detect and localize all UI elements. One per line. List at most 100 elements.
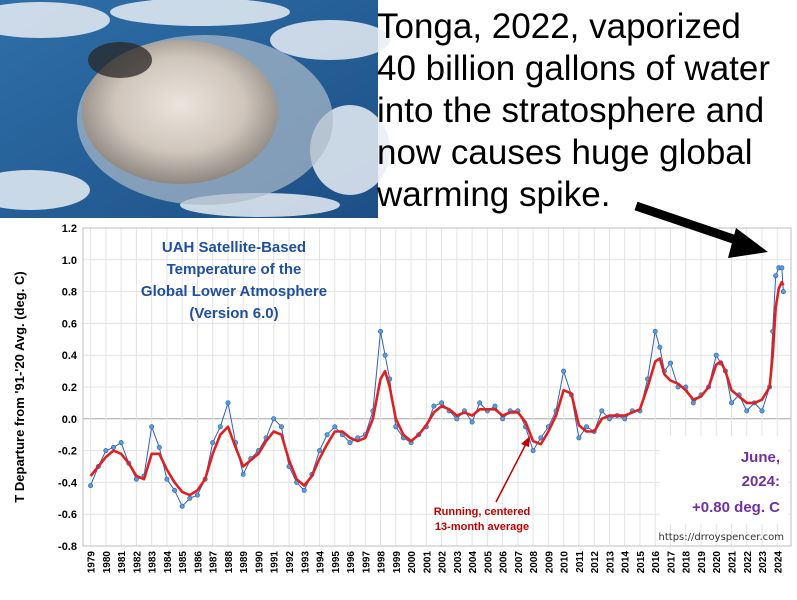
- monthly-point: [210, 440, 216, 446]
- x-tick-label: 1983: [148, 551, 159, 574]
- eruption-photo: [0, 0, 390, 218]
- x-tick-label: 1985: [178, 551, 189, 574]
- monthly-point: [156, 444, 162, 450]
- monthly-point: [779, 265, 785, 271]
- x-tick-label: 1988: [224, 551, 235, 574]
- monthly-point: [667, 360, 673, 366]
- x-tick-label: 1997: [361, 551, 372, 574]
- chart-title: UAH Satellite-Based Temperature of the G…: [141, 239, 327, 322]
- x-tick-label: 1991: [270, 551, 281, 574]
- y-tick-label: 0.6: [62, 318, 77, 330]
- spike-arrow: [634, 201, 768, 258]
- latest-note-line-3: +0.80 deg. C: [692, 499, 780, 516]
- y-axis-label: T Departure from '91-'20 Avg. (deg. C): [12, 271, 27, 502]
- x-tick-label: 1979: [87, 551, 98, 574]
- x-tick-label: 1999: [392, 551, 403, 574]
- source-credit: https://drroyspencer.com: [659, 532, 784, 543]
- chart-title-line-3: Global Lower Atmosphere: [141, 283, 327, 300]
- latest-note: June, 2024: +0.80 deg. C: [692, 449, 780, 516]
- x-tick-label: 1986: [193, 551, 204, 574]
- annotation-arrow: [495, 439, 529, 503]
- monthly-point: [530, 448, 536, 454]
- x-tick-label: 2008: [529, 551, 540, 574]
- x-tick-label: 1987: [209, 551, 220, 574]
- y-tick-label: 0.2: [62, 382, 77, 394]
- x-tick-label: 2003: [453, 551, 464, 574]
- monthly-point: [759, 408, 765, 414]
- y-tick-labels: -0.8 -0.6 -0.4 -0.2 0.0 0.2 0.4 0.6 0.8 1.0 1.2: [58, 223, 78, 553]
- monthly-point: [324, 432, 330, 438]
- latest-note-line-2: 2024:: [742, 473, 780, 490]
- monthly-point: [172, 487, 178, 493]
- monthly-point: [217, 424, 223, 430]
- monthly-point: [278, 424, 284, 430]
- x-tick-label: 2024: [773, 551, 784, 574]
- monthly-point: [492, 403, 498, 409]
- x-tick-label: 2000: [407, 551, 418, 574]
- x-tick-label: 2002: [438, 551, 449, 574]
- y-tick-label: -0.6: [58, 509, 77, 521]
- monthly-point: [377, 328, 383, 334]
- annotation-arrow-head: [521, 436, 530, 447]
- monthly-point: [149, 424, 155, 430]
- x-tick-label: 2018: [682, 551, 693, 574]
- x-tick-label: 1989: [239, 551, 250, 574]
- monthly-point: [773, 273, 779, 279]
- x-tick-label: 2005: [483, 551, 494, 574]
- monthly-point: [713, 352, 719, 358]
- monthly-point: [657, 344, 663, 350]
- monthly-point: [431, 403, 437, 409]
- x-tick-label: 1984: [163, 551, 174, 574]
- x-tick-label: 2022: [743, 551, 754, 574]
- monthly-point: [599, 408, 605, 414]
- x-tick-label: 1992: [285, 551, 296, 574]
- y-tick-label: -0.8: [58, 541, 77, 553]
- monthly-point: [118, 440, 124, 446]
- x-tick-label: 2014: [621, 551, 632, 574]
- monthly-point: [347, 440, 353, 446]
- monthly-point: [271, 416, 277, 422]
- chart: -0.8 -0.6 -0.4 -0.2 0.0 0.2 0.4 0.6 0.8 1.0 1.2 19…: [12, 223, 792, 574]
- x-tick-label: 1982: [132, 551, 143, 574]
- y-tick-label: -0.4: [58, 477, 78, 489]
- monthly-point: [382, 352, 388, 358]
- x-tick-label: 2023: [758, 551, 769, 574]
- average-annotation-line-1: Running, centered: [434, 506, 531, 518]
- x-tick-label: 2012: [590, 551, 601, 574]
- monthly-point: [164, 476, 170, 482]
- monthly-point: [454, 416, 460, 422]
- x-tick-label: 2001: [422, 551, 433, 574]
- monthly-point: [88, 483, 94, 489]
- y-tick-label: 0.8: [62, 287, 77, 299]
- x-tick-label: 2020: [712, 551, 723, 574]
- monthly-point: [780, 289, 786, 295]
- monthly-line: [90, 267, 784, 508]
- monthly-point: [576, 435, 582, 441]
- average-annotation: Running, centered 13-month average: [434, 506, 531, 533]
- x-tick-label: 1993: [300, 551, 311, 574]
- x-tick-label: 1994: [316, 551, 327, 574]
- monthly-point: [744, 408, 750, 414]
- y-tick-label: -0.2: [58, 446, 77, 458]
- monthly-point: [103, 448, 109, 454]
- x-tick-label: 2015: [636, 551, 647, 574]
- monthly-point: [332, 424, 338, 430]
- x-tick-label: 2021: [727, 551, 738, 574]
- x-tick-label: 1995: [331, 551, 342, 574]
- latest-note-line-1: June,: [741, 449, 780, 466]
- x-tick-label: 2007: [514, 551, 525, 574]
- monthly-point: [728, 400, 734, 406]
- y-tick-label: 0.0: [62, 414, 77, 426]
- monthly-point: [561, 368, 567, 374]
- x-tick-label: 2009: [544, 551, 555, 574]
- average-annotation-line-2: 13-month average: [435, 521, 529, 533]
- x-tick-label: 2010: [560, 551, 571, 574]
- y-tick-label: 0.4: [62, 350, 78, 362]
- monthly-point: [652, 328, 658, 334]
- chart-title-line-1: UAH Satellite-Based: [162, 239, 306, 256]
- x-tick-label: 2017: [666, 551, 677, 574]
- x-tick-label: 1980: [102, 551, 113, 574]
- plot-frame: [82, 227, 792, 547]
- monthly-point: [194, 492, 200, 498]
- average-line: [89, 280, 785, 497]
